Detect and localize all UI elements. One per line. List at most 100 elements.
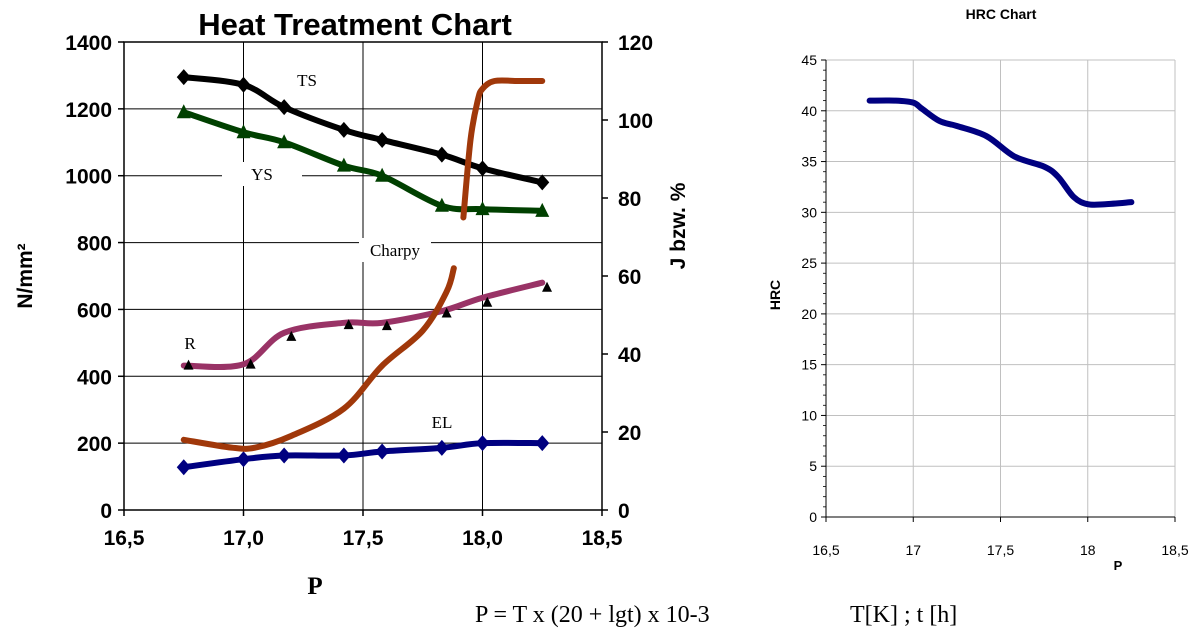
x-tick-label: 18,5: [1161, 542, 1188, 558]
y-tick-label-right: 80: [618, 188, 641, 211]
annotation-bg: [359, 238, 431, 262]
series-layer: [176, 69, 553, 476]
y-tick-label: 35: [801, 154, 817, 170]
data-point-ts: [434, 146, 449, 163]
axes: 16,5 17 17,5 18 18,5 0 5 10 15 20 25 30 35 40 45: [801, 52, 1188, 558]
y-tick-label-left: 0: [100, 500, 112, 523]
x-tick-label: 18,0: [462, 527, 503, 550]
series-line-charpy: [460, 77, 546, 221]
series-line-ys: [180, 109, 546, 214]
y-tick-label-right: 120: [618, 32, 653, 55]
y-tick-label: 45: [801, 52, 817, 68]
x-axis-label: P: [307, 573, 322, 600]
annotation-r: R: [184, 334, 196, 353]
data-point-el: [535, 435, 550, 452]
x-tick-label: 16,5: [104, 527, 145, 550]
y-tick-label-right: 0: [618, 500, 630, 523]
y-tick-label: 0: [809, 509, 817, 525]
data-point-r: [183, 359, 194, 370]
y-tick-label-left: 1200: [65, 99, 112, 122]
y-tick-label-left: 1400: [65, 32, 112, 55]
annotation-el: EL: [432, 413, 453, 432]
series-line-r: [180, 279, 546, 371]
y-tick-label-right: 100: [618, 110, 653, 133]
y-axis-right-label: J bzw. %: [667, 182, 690, 269]
data-point-r: [245, 358, 256, 369]
data-point-el: [336, 447, 351, 464]
units-text: T[K] ; t [h]: [850, 602, 957, 628]
x-tick-label: 17,5: [343, 527, 384, 550]
x-tick-label: 18,5: [582, 527, 623, 550]
y-tick-label-right: 40: [618, 344, 641, 367]
data-point-r: [286, 330, 297, 341]
y-tick-label: 20: [801, 306, 817, 322]
y-tick-label-left: 400: [77, 366, 112, 389]
y-tick-label: 5: [809, 458, 817, 474]
data-point-ys: [535, 202, 550, 217]
y-tick-label: 10: [801, 407, 817, 423]
x-tick-label: 17,5: [987, 542, 1014, 558]
annotation-layer: TS YS Charpy R EL: [180, 68, 457, 434]
data-point-ys: [375, 167, 390, 182]
data-point-el: [176, 459, 191, 476]
series-layer: [866, 97, 1135, 208]
series-line-charpy: [180, 265, 457, 452]
data-point-ts: [475, 160, 490, 177]
data-point-ys: [336, 157, 351, 172]
annotation-ts: TS: [297, 71, 317, 90]
annotation-bg: [180, 331, 200, 355]
y-tick-label-left: 800: [77, 233, 112, 256]
data-point-ts: [176, 69, 191, 86]
y-tick-label: 30: [801, 204, 817, 220]
y-tick-label-left: 200: [77, 433, 112, 456]
axes: 16,5 17,0 17,5 18,0 18,502004006008001000120…: [65, 32, 653, 550]
x-tick-label: 17,0: [223, 527, 264, 550]
data-point-ys: [236, 124, 251, 139]
data-point-ys: [176, 104, 191, 119]
y-tick-label-right: 20: [618, 422, 641, 445]
data-point-r: [482, 296, 493, 307]
formula-text: P = T x (20 + lgt) x 10-3: [475, 602, 710, 628]
data-point-ts: [277, 99, 292, 116]
y-tick-label-left: 600: [77, 299, 112, 322]
data-point-r: [441, 307, 452, 318]
data-point-ts: [375, 131, 390, 148]
annotation-charpy: Charpy: [370, 241, 421, 260]
data-point-ts: [236, 76, 251, 93]
heat-treatment-chart: 16,5 17,0 17,5 18,0 18,502004006008001000120…: [14, 7, 690, 600]
y-tick-label: 15: [801, 357, 817, 373]
series-line-hrc: [866, 97, 1135, 208]
annotation-ys: YS: [251, 165, 273, 184]
data-point-el: [277, 447, 292, 464]
data-point-el: [236, 451, 251, 468]
grid: [826, 59, 1176, 517]
y-tick-label-right: 60: [618, 266, 641, 289]
data-point-el: [475, 435, 490, 452]
y-axis-left-label: N/mm²: [14, 243, 37, 308]
data-point-el: [375, 443, 390, 460]
data-point-el: [434, 439, 449, 456]
annotation-bg: [427, 410, 457, 434]
data-point-r: [381, 320, 392, 331]
x-tick-label: 17: [905, 542, 921, 558]
chart-title: Heat Treatment Chart: [198, 7, 512, 42]
x-tick-label: 18: [1080, 542, 1096, 558]
data-point-ys: [277, 134, 292, 149]
data-point-ys: [475, 201, 490, 216]
chart-title: HRC Chart: [966, 6, 1037, 22]
annotation-bg: [292, 68, 322, 92]
y-tick-label: 25: [801, 255, 817, 271]
y-tick-label: 40: [801, 103, 817, 119]
y-tick-label-left: 1000: [65, 166, 112, 189]
data-point-ts: [535, 174, 550, 191]
x-axis-label: P: [1114, 558, 1123, 573]
annotation-bg: [222, 162, 302, 186]
data-point-r: [542, 281, 553, 292]
x-tick-label: 16,5: [812, 542, 839, 558]
y-axis-label: HRC: [767, 280, 783, 310]
hrc-chart: 16,5 17 17,5 18 18,5 0 5 10 15 20 25 30 35 40 45 HRC C…: [767, 6, 1189, 573]
data-point-ys: [434, 197, 449, 212]
grid: [124, 42, 602, 510]
data-point-r: [343, 319, 354, 330]
